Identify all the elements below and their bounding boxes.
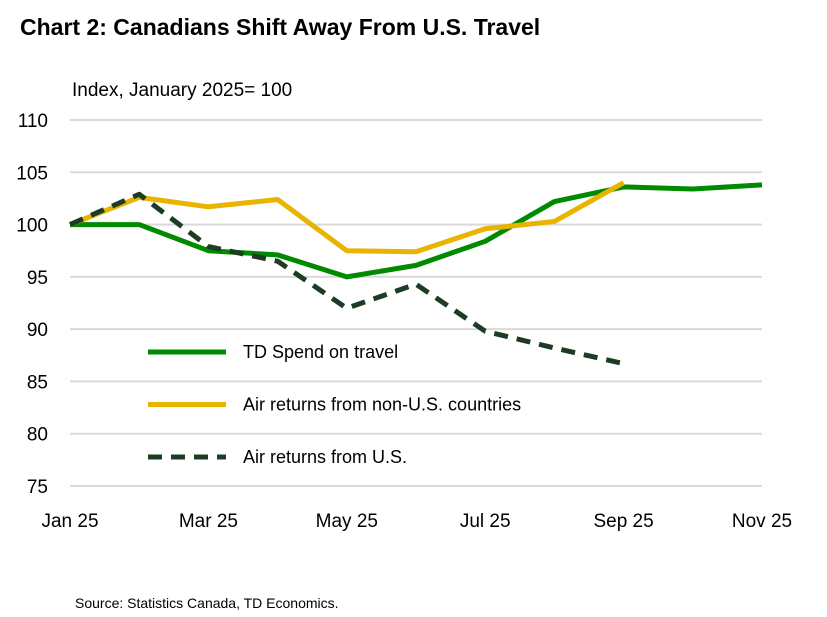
chart-title: Chart 2: Canadians Shift Away From U.S. … (20, 14, 541, 40)
series-line-3 (68, 191, 625, 367)
x-tick-label: Jul 25 (460, 511, 511, 532)
y-tick-label: 85 (27, 372, 48, 393)
x-tick-label: Jan 25 (41, 511, 98, 532)
x-tick-label: Mar 25 (179, 511, 238, 532)
y-tick-label: 95 (27, 268, 48, 289)
source-note: Source: Statistics Canada, TD Economics. (75, 595, 339, 611)
y-tick-label: 100 (16, 216, 48, 237)
legend-label: TD Spend on travel (243, 342, 398, 362)
y-tick-label: 80 (27, 425, 48, 446)
legend-label: Air returns from U.S. (243, 447, 407, 467)
x-tick-label: May 25 (316, 511, 378, 532)
y-tick-label: 75 (27, 477, 48, 498)
y-tick-label: 90 (27, 320, 48, 341)
series-line-2 (69, 180, 625, 255)
x-tick-label: Nov 25 (732, 511, 792, 532)
series-line-1 (70, 182, 763, 280)
x-tick-label: Sep 25 (593, 511, 653, 532)
y-tick-label: 110 (18, 111, 48, 132)
y-tick-label: 105 (16, 163, 48, 184)
y-axis-label: Index, January 2025= 100 (72, 80, 293, 101)
legend-label: Air returns from non-U.S. countries (243, 395, 521, 415)
